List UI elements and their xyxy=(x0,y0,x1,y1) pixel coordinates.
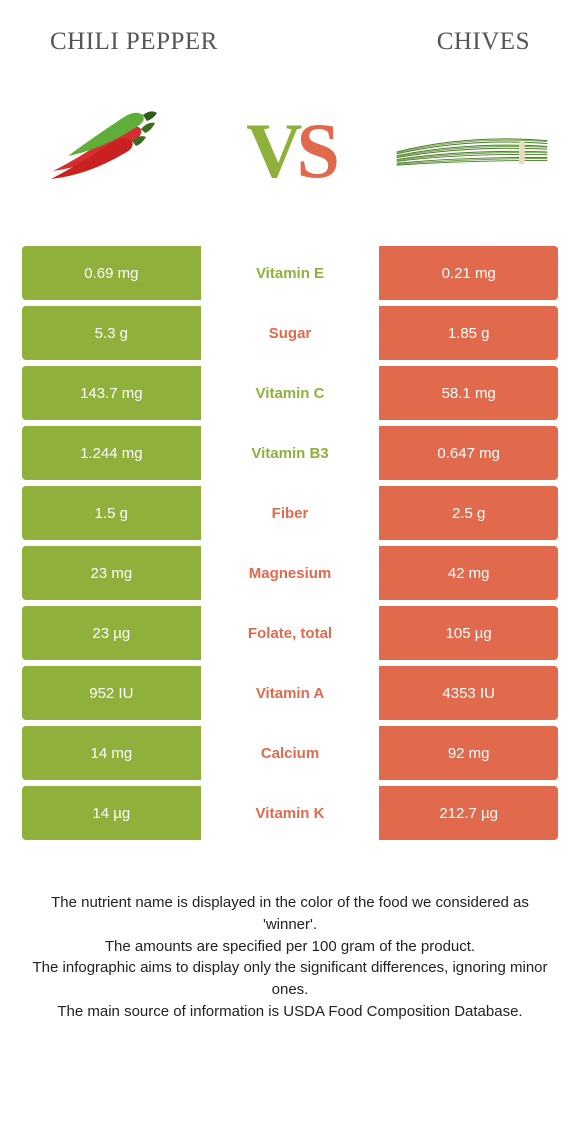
comparison-row: 0.69 mgVitamin E0.21 mg xyxy=(22,246,558,300)
nutrient-name: Magnesium xyxy=(201,546,380,600)
images-row: VS xyxy=(0,56,580,236)
chili-pepper-image xyxy=(28,96,188,206)
header: CHILI PEPPER CHIVES xyxy=(0,0,580,56)
right-value: 92 mg xyxy=(379,726,558,780)
footnote-line: The amounts are specified per 100 gram o… xyxy=(30,936,550,958)
comparison-row: 1.5 gFiber2.5 g xyxy=(22,486,558,540)
footnote-line: The nutrient name is displayed in the co… xyxy=(30,892,550,936)
right-food-title: CHIVES xyxy=(437,28,530,56)
right-value: 2.5 g xyxy=(379,486,558,540)
vs-v: V xyxy=(246,107,296,194)
left-value: 0.69 mg xyxy=(22,246,201,300)
comparison-row: 952 IUVitamin A4353 IU xyxy=(22,666,558,720)
comparison-bars: 0.69 mgVitamin E0.21 mg5.3 gSugar1.85 g1… xyxy=(0,236,580,840)
left-value: 14 µg xyxy=(22,786,201,840)
vs-label: VS xyxy=(246,106,334,196)
comparison-row: 23 mgMagnesium42 mg xyxy=(22,546,558,600)
right-value: 58.1 mg xyxy=(379,366,558,420)
left-value: 1.5 g xyxy=(22,486,201,540)
left-value: 14 mg xyxy=(22,726,201,780)
footnote-line: The infographic aims to display only the… xyxy=(30,957,550,1001)
footnote-line: The main source of information is USDA F… xyxy=(30,1001,550,1023)
left-value: 23 mg xyxy=(22,546,201,600)
nutrient-name: Vitamin C xyxy=(201,366,380,420)
left-food-title: CHILI PEPPER xyxy=(50,28,218,56)
right-value: 42 mg xyxy=(379,546,558,600)
left-value: 1.244 mg xyxy=(22,426,201,480)
nutrient-name: Vitamin K xyxy=(201,786,380,840)
right-value: 212.7 µg xyxy=(379,786,558,840)
vs-s: S xyxy=(296,107,333,194)
left-value: 143.7 mg xyxy=(22,366,201,420)
right-value: 105 µg xyxy=(379,606,558,660)
comparison-row: 14 µgVitamin K212.7 µg xyxy=(22,786,558,840)
comparison-row: 143.7 mgVitamin C58.1 mg xyxy=(22,366,558,420)
left-value: 952 IU xyxy=(22,666,201,720)
nutrient-name: Vitamin E xyxy=(201,246,380,300)
nutrient-name: Sugar xyxy=(201,306,380,360)
nutrient-name: Calcium xyxy=(201,726,380,780)
comparison-row: 23 µgFolate, total105 µg xyxy=(22,606,558,660)
right-value: 0.21 mg xyxy=(379,246,558,300)
nutrient-name: Vitamin A xyxy=(201,666,380,720)
footnotes: The nutrient name is displayed in the co… xyxy=(0,846,580,1023)
right-value: 0.647 mg xyxy=(379,426,558,480)
nutrient-name: Vitamin B3 xyxy=(201,426,380,480)
right-value: 4353 IU xyxy=(379,666,558,720)
chives-image xyxy=(392,96,552,206)
left-value: 5.3 g xyxy=(22,306,201,360)
nutrient-name: Folate, total xyxy=(201,606,380,660)
comparison-row: 14 mgCalcium92 mg xyxy=(22,726,558,780)
comparison-row: 1.244 mgVitamin B30.647 mg xyxy=(22,426,558,480)
right-value: 1.85 g xyxy=(379,306,558,360)
comparison-row: 5.3 gSugar1.85 g xyxy=(22,306,558,360)
left-value: 23 µg xyxy=(22,606,201,660)
nutrient-name: Fiber xyxy=(201,486,380,540)
